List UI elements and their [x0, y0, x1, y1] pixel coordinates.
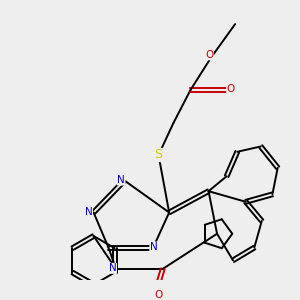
Text: S: S	[154, 148, 163, 161]
Text: O: O	[154, 290, 163, 300]
Text: N: N	[109, 263, 116, 273]
Text: O: O	[205, 50, 213, 60]
Text: N: N	[117, 175, 125, 185]
Text: O: O	[227, 84, 235, 94]
Text: N: N	[85, 207, 92, 217]
Text: N: N	[150, 242, 158, 252]
